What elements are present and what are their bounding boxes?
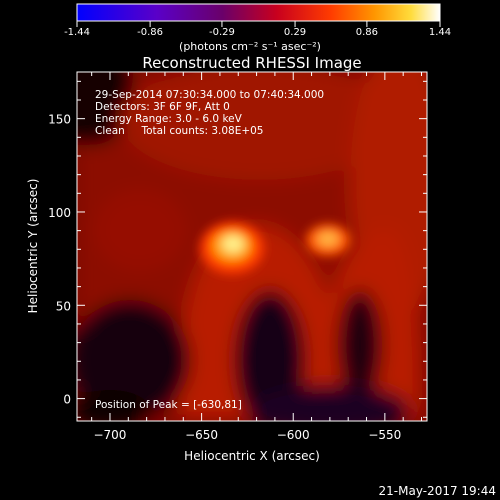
x-tick-label: −700 — [93, 428, 126, 442]
y-tick-label: 50 — [56, 299, 71, 313]
annotation-time: 29-Sep-2014 07:30:34.000 to 07:40:34.000 — [95, 89, 324, 101]
x-axis-label: Heliocentric X (arcsec) — [184, 449, 320, 463]
annotation-detectors: Detectors: 3F 6F 9F, Att 0 — [95, 101, 230, 113]
annotation-energy: Energy Range: 3.0 - 6.0 keV — [95, 113, 243, 125]
colorbar-ticks: -1.44 -0.86 -0.29 0.29 0.86 1.44 — [64, 21, 451, 38]
annotation-peak: Position of Peak = [-630,81] — [95, 399, 242, 411]
x-tick-label: −550 — [368, 428, 401, 442]
x-tick-label: −650 — [185, 428, 218, 442]
x-tick-label: −600 — [277, 428, 310, 442]
colorbar-tick-label: 1.44 — [429, 27, 451, 38]
colorbar — [76, 3, 441, 22]
axis-ticks: −700 −650 −600 −550 0 50 100 150 — [48, 72, 427, 442]
heatmap-image — [77, 72, 427, 421]
footer-date: 21-May-2017 19:44 — [379, 484, 496, 498]
y-tick-label: 100 — [48, 206, 71, 220]
colorbar-tick-label: -1.44 — [64, 27, 90, 38]
y-tick-label: 0 — [63, 393, 71, 407]
colorbar-tick-label: 0.86 — [356, 27, 378, 38]
y-tick-label: 150 — [48, 113, 71, 127]
plot-frame — [76, 71, 428, 422]
colorbar-tick-label: -0.86 — [137, 27, 163, 38]
colorbar-tick-label: 0.29 — [284, 27, 306, 38]
y-axis-label: Heliocentric Y (arcsec) — [26, 179, 40, 314]
chart-title: Reconstructed RHESSI Image — [142, 54, 361, 72]
annotation-counts: Clean Total counts: 3.08E+05 — [95, 125, 264, 137]
colorbar-unit-label: (photons cm⁻² s⁻¹ asec⁻²) — [179, 40, 321, 53]
colorbar-tick-label: -0.29 — [209, 27, 235, 38]
